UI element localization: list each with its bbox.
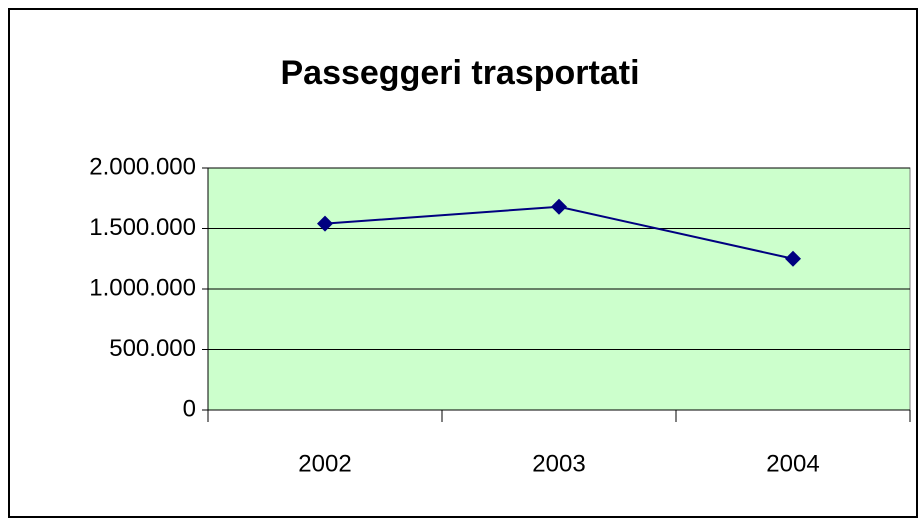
y-tick-label: 2.000.000 [89,153,196,180]
x-tick-label: 2004 [766,450,819,477]
x-tick-label: 2003 [532,450,585,477]
x-tick-label: 2002 [298,450,351,477]
y-tick-label: 1.500.000 [89,214,196,241]
data-point [785,250,801,267]
y-tick-label: 1.000.000 [89,274,196,301]
y-tick-label: 500.000 [109,335,196,362]
y-tick-label: 0 [183,395,196,422]
data-point [317,215,333,232]
chart-title: Passeggeri trasportati [280,54,639,92]
data-point [551,198,567,215]
